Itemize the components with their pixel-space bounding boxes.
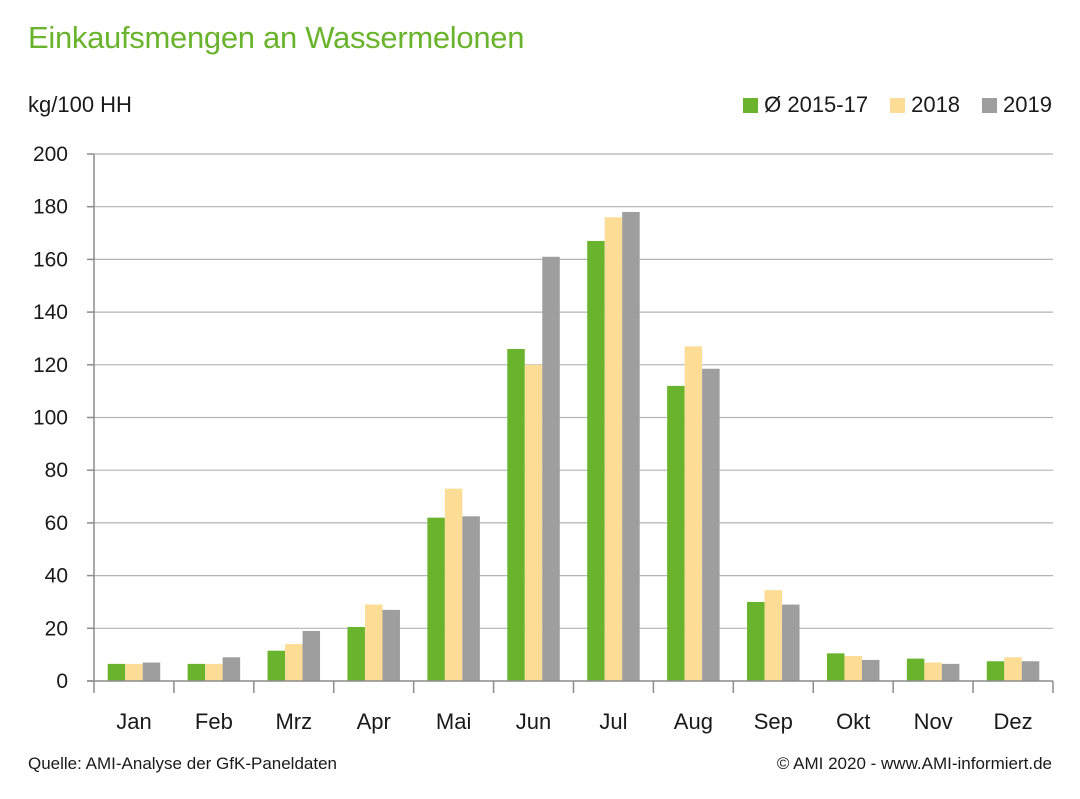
- bar-jun-series-1: [524, 364, 543, 681]
- bar-jun-series-2: [542, 256, 560, 681]
- legend-label-avg-2015-17: Ø 2015-17: [764, 92, 869, 117]
- bar-okt-series-0: [826, 653, 845, 681]
- bar-dez-series-0: [986, 661, 1005, 681]
- bar-jul-series-1: [604, 217, 623, 682]
- legend-swatch-avg-2015-17: [743, 97, 759, 113]
- bar-sep-series-2: [782, 604, 800, 681]
- x-tick-label: Okt: [836, 709, 870, 734]
- x-tick-label: Dez: [993, 709, 1032, 734]
- bar-feb-series-1: [205, 663, 223, 681]
- y-tick-label: 40: [45, 565, 68, 588]
- x-axis-tick-labels: Jan Feb Mrz Apr Mai Jun Jul Aug Sep Okt Nov Dez: [116, 709, 1032, 734]
- x-tick-label: Aug: [674, 709, 713, 734]
- legend-item-2019: 2019: [982, 92, 1052, 118]
- bar-jun-series-0: [507, 348, 525, 681]
- axes: [87, 154, 1054, 693]
- bar-jan-series-1: [125, 663, 143, 681]
- legend-label-2019: 2019: [1003, 92, 1052, 117]
- y-tick-label: 120: [33, 354, 68, 377]
- source-note: Quelle: AMI-Analyse der GfK-Paneldaten: [28, 754, 337, 773]
- bar-mai-series-0: [427, 517, 445, 681]
- legend-label-2018: 2018: [911, 92, 961, 117]
- bar-aug-series-1: [684, 346, 703, 681]
- bar-apr-series-2: [382, 609, 400, 681]
- bar-mrz-series-2: [302, 630, 321, 681]
- x-tick-label: Jan: [116, 709, 151, 734]
- y-tick-label: 180: [33, 196, 68, 219]
- bar-feb-series-2: [222, 657, 241, 681]
- bar-okt-series-1: [844, 655, 862, 681]
- bar-apr-series-0: [347, 626, 365, 681]
- bar-jul-series-0: [587, 240, 605, 681]
- bar-mai-series-1: [444, 488, 463, 681]
- y-tick-label: 80: [45, 459, 68, 482]
- y-tick-label: 140: [33, 301, 68, 324]
- x-tick-label: Jun: [516, 709, 551, 734]
- y-tick-label: 200: [33, 143, 68, 166]
- y-tick-label: 160: [33, 248, 68, 271]
- bar-nov-series-1: [924, 662, 942, 681]
- legend: Ø 2015-17 2018 2019: [743, 92, 1052, 118]
- x-tick-label: Mai: [436, 709, 471, 734]
- y-axis-tick-labels: 0 20 40 60 80 100 120 140 160 180 200: [33, 143, 94, 693]
- y-axis-unit-label: kg/100 HH: [28, 92, 132, 117]
- x-tick-label: Nov: [914, 709, 953, 734]
- bars: [107, 211, 1040, 682]
- y-tick-label: 0: [56, 670, 68, 693]
- x-tick-label: Apr: [357, 709, 391, 734]
- bar-okt-series-2: [861, 659, 880, 681]
- copyright-note: © AMI 2020 - www.AMI-informiert.de: [776, 754, 1052, 773]
- y-tick-label: 20: [45, 617, 68, 640]
- chart-title: Einkaufsmengen an Wassermelonen: [28, 20, 525, 55]
- bar-nov-series-2: [941, 663, 960, 681]
- x-tick-label: Jul: [599, 709, 627, 734]
- legend-swatch-2018: [890, 97, 906, 113]
- y-tick-label: 100: [33, 407, 68, 430]
- bar-aug-series-0: [667, 385, 685, 681]
- y-tick-label: 60: [45, 512, 68, 535]
- bar-aug-series-2: [702, 368, 720, 681]
- bar-dez-series-1: [1004, 657, 1022, 681]
- x-tick-label: Sep: [754, 709, 793, 734]
- bar-jan-series-2: [142, 662, 161, 681]
- legend-item-2018: 2018: [890, 92, 960, 118]
- bar-mrz-series-1: [285, 644, 303, 681]
- bar-jul-series-2: [622, 211, 640, 681]
- bar-sep-series-0: [747, 601, 765, 681]
- bar-feb-series-0: [187, 663, 206, 681]
- legend-item-avg-2015-17: Ø 2015-17: [743, 92, 868, 118]
- legend-swatch-2019: [982, 97, 998, 113]
- bar-mai-series-2: [462, 516, 480, 681]
- bar-dez-series-2: [1021, 661, 1040, 681]
- bar-jan-series-0: [107, 663, 126, 681]
- bar-mrz-series-0: [267, 650, 286, 681]
- bar-sep-series-1: [764, 590, 783, 681]
- gridlines: [94, 153, 1053, 629]
- bar-apr-series-1: [364, 604, 383, 681]
- x-tick-label: Mrz: [275, 709, 312, 734]
- x-tick-label: Feb: [195, 709, 233, 734]
- bar-nov-series-0: [906, 658, 925, 681]
